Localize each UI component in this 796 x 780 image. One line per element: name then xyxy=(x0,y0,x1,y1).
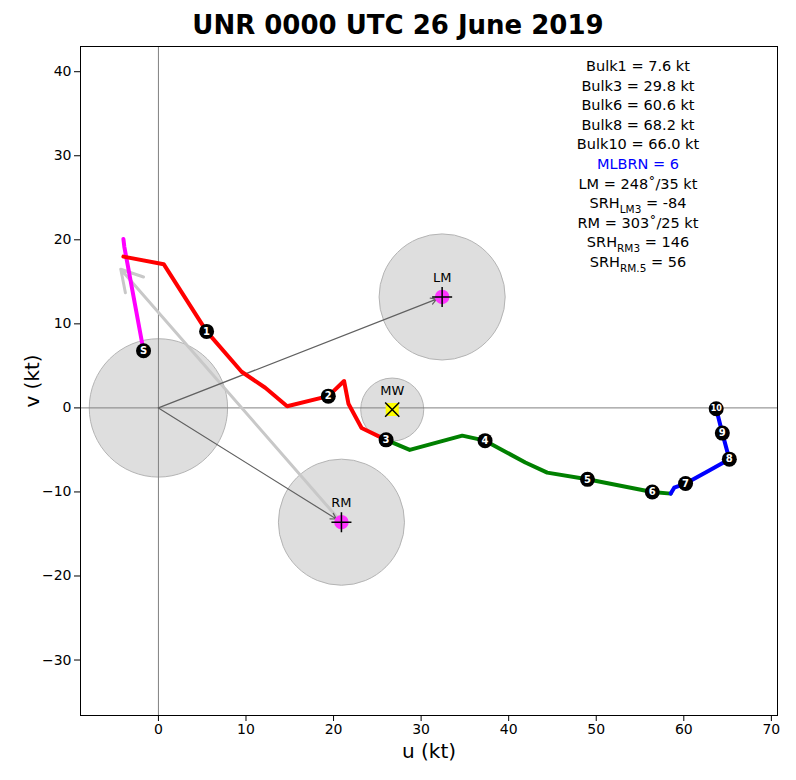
svg-text:−10: −10 xyxy=(42,483,72,499)
svg-text:0: 0 xyxy=(154,721,163,737)
svg-text:2: 2 xyxy=(325,390,332,401)
svg-text:20: 20 xyxy=(54,231,72,247)
svg-text:S: S xyxy=(140,345,147,356)
svg-text:Bulk6 = 60.6 kt: Bulk6 = 60.6 kt xyxy=(581,97,694,113)
svg-text:−20: −20 xyxy=(42,567,72,583)
svg-text:5: 5 xyxy=(584,474,591,485)
svg-text:0: 0 xyxy=(63,399,72,415)
svg-text:20: 20 xyxy=(325,721,343,737)
svg-text:SRHRM.5 = 56: SRHRM.5 = 56 xyxy=(590,254,686,274)
svg-text:60: 60 xyxy=(675,721,693,737)
svg-text:RM = 303˚/25 kt: RM = 303˚/25 kt xyxy=(578,215,699,231)
svg-text:1: 1 xyxy=(203,326,210,337)
svg-text:3: 3 xyxy=(383,434,390,445)
svg-text:Bulk3 = 29.8 kt: Bulk3 = 29.8 kt xyxy=(581,78,694,94)
svg-text:LM = 248˚/35 kt: LM = 248˚/35 kt xyxy=(579,176,698,192)
svg-text:10: 10 xyxy=(54,315,72,331)
svg-text:Bulk8 = 68.2 kt: Bulk8 = 68.2 kt xyxy=(581,117,694,133)
svg-text:50: 50 xyxy=(587,721,605,737)
svg-text:70: 70 xyxy=(762,721,780,737)
svg-text:MLBRN = 6: MLBRN = 6 xyxy=(597,156,679,172)
svg-text:10: 10 xyxy=(711,404,723,413)
svg-text:RM: RM xyxy=(331,495,351,510)
svg-text:7: 7 xyxy=(682,478,689,489)
svg-text:SRHLM3 = -84: SRHLM3 = -84 xyxy=(590,195,687,215)
svg-text:Bulk10 = 66.0 kt: Bulk10 = 66.0 kt xyxy=(577,136,700,152)
svg-text:6: 6 xyxy=(649,486,656,497)
svg-text:30: 30 xyxy=(54,147,72,163)
svg-text:−30: −30 xyxy=(42,652,72,668)
html-text:UNR 0000 UTC 26 June 2019: UNR 0000 UTC 26 June 2019 xyxy=(192,10,604,40)
svg-text:u (kt): u (kt) xyxy=(402,739,456,763)
svg-text:4: 4 xyxy=(482,435,489,446)
svg-text:9: 9 xyxy=(719,427,726,438)
svg-text:8: 8 xyxy=(726,453,733,464)
svg-text:Bulk1 = 7.6 kt: Bulk1 = 7.6 kt xyxy=(586,58,690,74)
svg-text:10: 10 xyxy=(237,721,255,737)
svg-text:MW: MW xyxy=(380,383,404,398)
svg-text:40: 40 xyxy=(500,721,518,737)
svg-text:LM: LM xyxy=(433,270,451,285)
svg-text:SRHRM3 = 146: SRHRM3 = 146 xyxy=(587,234,689,254)
svg-text:v (kt): v (kt) xyxy=(20,354,44,407)
svg-text:40: 40 xyxy=(54,63,72,79)
svg-text:30: 30 xyxy=(412,721,430,737)
